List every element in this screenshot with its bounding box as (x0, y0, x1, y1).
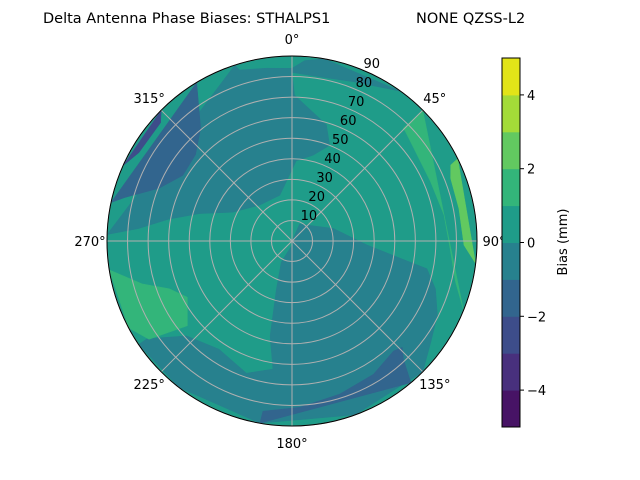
angle-tick-label: 135° (419, 378, 450, 393)
colorbar-band (502, 316, 520, 354)
angle-tick-label: 315° (134, 92, 165, 107)
colorbar-tick-label: −4 (527, 384, 546, 399)
radial-tick-label: 30 (316, 171, 333, 186)
colorbar-tick-label: 4 (527, 89, 535, 104)
angle-tick-label: 45° (423, 92, 446, 107)
radial-tick-label: 60 (340, 114, 357, 129)
radial-tick-label: 40 (324, 152, 341, 167)
contour-region-4 (259, 347, 412, 424)
colorbar-band (502, 279, 520, 317)
chart-title-left: Delta Antenna Phase Biases: STHALPS1 (43, 11, 330, 27)
radial-tick-label: 50 (332, 133, 349, 148)
colorbar-band (502, 205, 520, 243)
colorbar-band (502, 58, 520, 96)
colorbar-band (502, 353, 520, 391)
colorbar-band (502, 94, 520, 133)
angular-gridline (160, 109, 293, 242)
colorbar-band (502, 168, 520, 207)
contour-region-3 (122, 109, 162, 167)
contour-region-2 (110, 82, 201, 203)
polar-frame (106, 55, 478, 427)
colorbar: −4 −2 0 2 4 (501, 57, 546, 428)
colorbar-label: Bias (mm) (556, 209, 571, 276)
contour-region-7 (109, 269, 188, 340)
radial-tick-label: 10 (301, 209, 318, 224)
colorbar-tick-label: 0 (527, 237, 535, 252)
angle-tick-label: 225° (134, 378, 165, 393)
colorbar-band (502, 131, 520, 170)
angle-tick-label: 90° (482, 235, 505, 250)
contour-region-1 (107, 58, 401, 235)
radial-tick-labels: 10 20 30 40 50 60 70 80 90 (301, 57, 380, 224)
polar-grid (106, 55, 478, 427)
angular-gridline (160, 240, 293, 373)
colorbar-band (502, 242, 520, 280)
radial-tick-label: 80 (356, 76, 373, 91)
colorbar-tick-label: 2 (527, 163, 535, 178)
contour-region-5 (402, 109, 464, 311)
colorbar-band (502, 390, 520, 428)
angular-gridline (291, 109, 424, 242)
angle-tick-label: 270° (74, 235, 105, 250)
angular-gridline (291, 240, 424, 373)
radial-tick-label: 90 (364, 57, 381, 72)
chart-title-right: NONE QZSS-L2 (416, 11, 525, 27)
colorbar-tick-label: −2 (527, 310, 546, 325)
angle-tick-label: 0° (285, 33, 300, 48)
angle-tick-label: 180° (276, 437, 307, 452)
angle-tick-labels: 0° 45° 90° 135° 180° 225° 270° 315° (74, 33, 505, 452)
radial-tick-label: 20 (308, 190, 325, 205)
radial-tick-label: 70 (348, 95, 365, 110)
